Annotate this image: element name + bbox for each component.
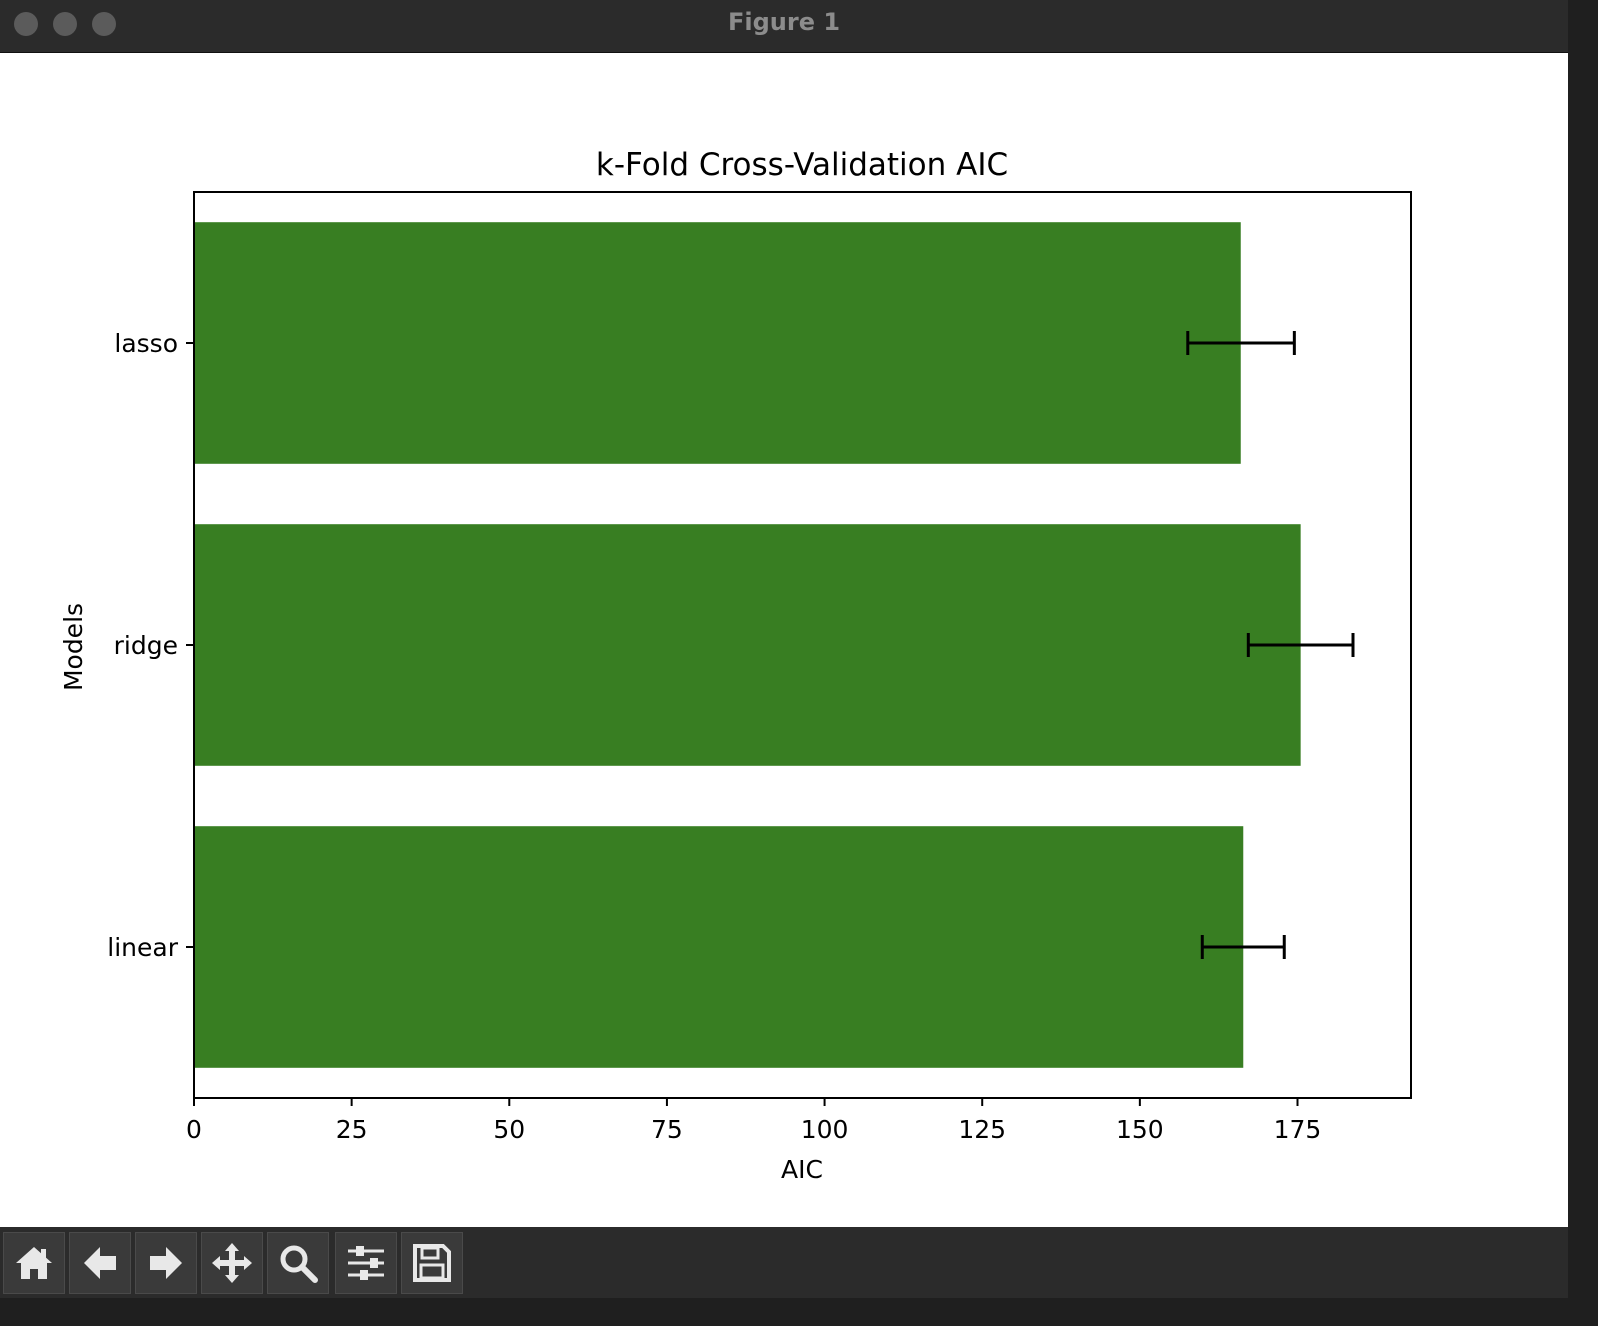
x-tick-label-100: 100 bbox=[801, 1115, 849, 1144]
bar-ridge bbox=[194, 524, 1301, 766]
bar-lasso bbox=[194, 222, 1241, 464]
save-button[interactable] bbox=[401, 1232, 463, 1294]
x-axis-label: AIC bbox=[781, 1155, 823, 1184]
x-tick-label-25: 25 bbox=[336, 1115, 368, 1144]
y-axis-label: Models bbox=[59, 603, 88, 691]
bar-chart: k-Fold Cross-Validation AIC linear ridge l… bbox=[59, 147, 1412, 1184]
chart-title: k-Fold Cross-Validation AIC bbox=[596, 147, 1008, 183]
magnifier-icon bbox=[280, 1245, 318, 1283]
forward-button[interactable] bbox=[135, 1232, 197, 1294]
x-tick-label-175: 175 bbox=[1274, 1115, 1322, 1144]
move-icon bbox=[212, 1243, 252, 1283]
arrow-right-icon bbox=[150, 1247, 182, 1279]
bar-linear bbox=[194, 826, 1244, 1068]
x-tick-label-50: 50 bbox=[493, 1115, 525, 1144]
x-tick-label-150: 150 bbox=[1116, 1115, 1164, 1144]
sliders-icon bbox=[348, 1246, 384, 1280]
zoom-window-icon[interactable] bbox=[92, 12, 116, 36]
configure-subplots-button[interactable] bbox=[335, 1232, 397, 1294]
x-tick-label-0: 0 bbox=[186, 1115, 202, 1144]
window-title: Figure 1 bbox=[727, 8, 841, 36]
navigation-toolbar bbox=[0, 1227, 1568, 1298]
title-bar: Figure 1 bbox=[0, 0, 1568, 53]
figure-canvas: k-Fold Cross-Validation AIC linear ridge l… bbox=[0, 53, 1568, 1227]
x-tick-label-125: 125 bbox=[958, 1115, 1006, 1144]
home-button[interactable] bbox=[3, 1232, 65, 1294]
minimize-window-icon[interactable] bbox=[53, 12, 77, 36]
home-icon bbox=[16, 1247, 52, 1279]
zoom-button[interactable] bbox=[267, 1232, 329, 1294]
y-tick-label-lasso: lasso bbox=[114, 329, 178, 358]
arrow-left-icon bbox=[84, 1247, 116, 1279]
figure-window: Figure 1 k-Fold Cross-Validation AIC lin… bbox=[0, 0, 1568, 1298]
y-tick-label-ridge: ridge bbox=[114, 631, 178, 660]
x-tick-label-75: 75 bbox=[651, 1115, 683, 1144]
floppy-disk-icon bbox=[413, 1244, 451, 1282]
y-tick-label-linear: linear bbox=[107, 933, 178, 962]
close-window-icon[interactable] bbox=[14, 12, 38, 36]
pan-button[interactable] bbox=[201, 1232, 263, 1294]
back-button[interactable] bbox=[69, 1232, 131, 1294]
